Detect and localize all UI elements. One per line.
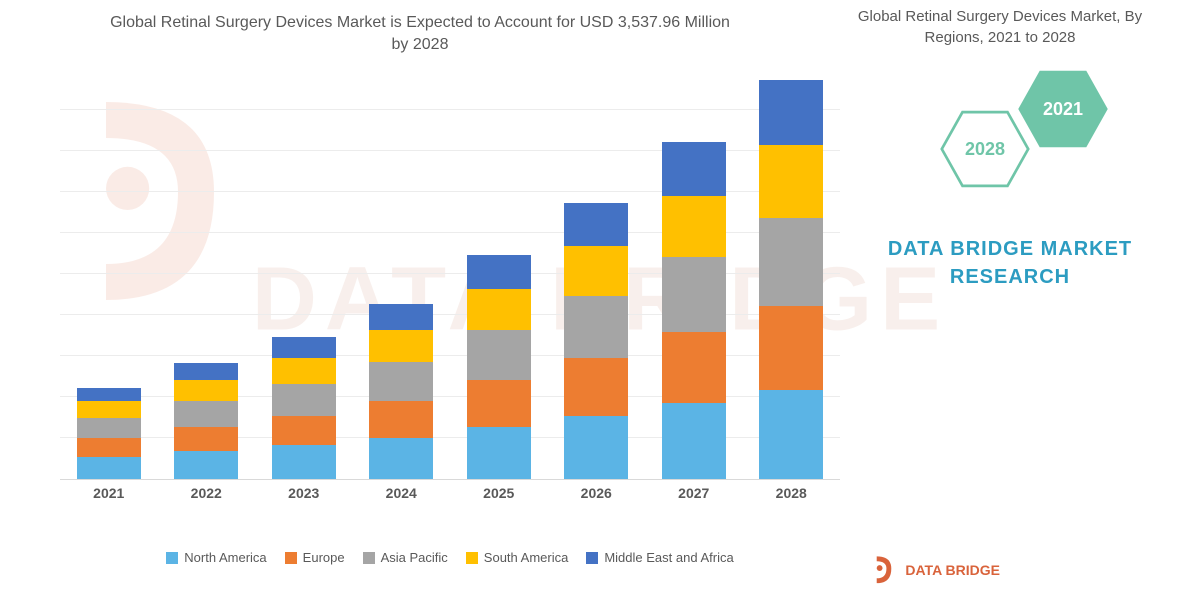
bar-seg (759, 390, 823, 479)
legend-swatch (166, 552, 178, 564)
x-axis-label: 2024 (369, 485, 433, 501)
bar-seg (759, 145, 823, 218)
bar-seg (467, 255, 531, 289)
legend-label: North America (184, 550, 266, 565)
bar-seg (662, 196, 726, 258)
right-panel-title: Global Retinal Surgery Devices Market, B… (840, 6, 1160, 48)
bar-seg (662, 332, 726, 403)
x-axis-label: 2023 (272, 485, 336, 501)
bar-seg (77, 438, 141, 457)
bar-seg (77, 418, 141, 439)
bar-seg (77, 401, 141, 418)
x-axis-label: 2021 (77, 485, 141, 501)
legend-item: North America (166, 550, 266, 565)
bar-seg (467, 330, 531, 380)
bar-seg (272, 358, 336, 384)
x-axis-label: 2026 (564, 485, 628, 501)
footer-logo-text: DATA BRIDGE (905, 563, 1000, 578)
footer-logo: DATA BRIDGE (871, 554, 1000, 588)
bar-seg (174, 451, 238, 479)
chart-area: 20212022202320242025202620272028 (60, 70, 840, 480)
bar-seg (467, 380, 531, 427)
legend-item: Europe (285, 550, 345, 565)
year-hexagons: 2028 2021 (900, 70, 1140, 210)
legend-label: Middle East and Africa (604, 550, 733, 565)
hex-end-year: 2028 (940, 110, 1030, 188)
bar-seg (272, 337, 336, 358)
bar-seg (662, 257, 726, 332)
bar-seg (174, 380, 238, 401)
legend-item: Middle East and Africa (586, 550, 733, 565)
bar-seg (759, 80, 823, 145)
bar-seg (272, 384, 336, 416)
chart-title: Global Retinal Surgery Devices Market is… (100, 12, 740, 57)
bar-seg (564, 246, 628, 296)
bar-seg (564, 296, 628, 358)
bar-seg (174, 363, 238, 380)
bar-seg (467, 427, 531, 479)
company-line1: DATA BRIDGE MARKET (888, 238, 1132, 260)
chart-legend: North America Europe Asia Pacific South Ame… (60, 550, 840, 565)
legend-swatch (586, 552, 598, 564)
legend-label: Europe (303, 550, 345, 565)
footer-logo-icon (871, 554, 897, 588)
legend-swatch (466, 552, 478, 564)
bar-seg (662, 142, 726, 196)
x-axis-label: 2025 (467, 485, 531, 501)
hex-right-label: 2021 (1043, 99, 1083, 120)
chart-plot (60, 70, 840, 480)
hex-start-year: 2021 (1018, 70, 1108, 148)
bar-seg (564, 203, 628, 246)
bar-seg (564, 416, 628, 479)
legend-label: Asia Pacific (381, 550, 448, 565)
x-axis-label: 2022 (174, 485, 238, 501)
bar-seg (369, 438, 433, 479)
bar-seg (369, 362, 433, 401)
bar-seg (77, 388, 141, 401)
bar-seg (564, 358, 628, 416)
grid-line (60, 109, 840, 110)
x-axis-label: 2028 (759, 485, 823, 501)
legend-swatch (363, 552, 375, 564)
x-axis-label: 2027 (662, 485, 726, 501)
bar-seg (77, 457, 141, 479)
bar-seg (369, 304, 433, 330)
bar-seg (174, 427, 238, 451)
company-name: DATA BRIDGE MARKET RESEARCH (860, 235, 1160, 291)
hex-left-label: 2028 (965, 139, 1005, 160)
bar-seg (759, 218, 823, 306)
bar-seg (369, 401, 433, 438)
legend-label: South America (484, 550, 569, 565)
bar-seg (759, 306, 823, 390)
legend-swatch (285, 552, 297, 564)
bar-seg (174, 401, 238, 427)
bar-seg (662, 403, 726, 479)
bar-seg (272, 416, 336, 446)
bar-seg (369, 330, 433, 362)
bar-seg (272, 445, 336, 479)
company-line2: RESEARCH (950, 266, 1070, 288)
legend-item: South America (466, 550, 569, 565)
legend-item: Asia Pacific (363, 550, 448, 565)
bar-seg (467, 289, 531, 330)
